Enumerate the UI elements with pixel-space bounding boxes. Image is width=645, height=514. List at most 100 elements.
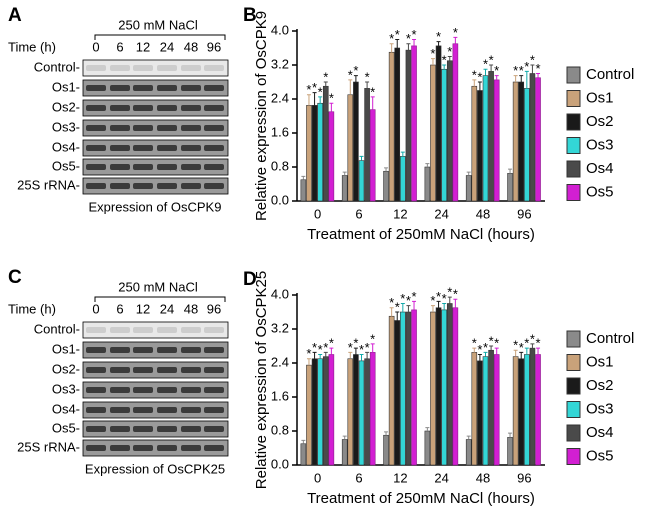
blot-band [110,426,130,432]
blot-band [110,347,130,353]
blot-band [157,327,177,333]
error-bar [536,347,541,355]
blot-band [133,407,153,413]
significance-mark: * [472,336,477,351]
error-bar [436,41,441,46]
blot-band [133,445,153,451]
x-axis-label: Treatment of 250mM NaCl (hours) [307,226,535,243]
significance-mark: * [536,336,541,351]
error-bar [425,163,430,167]
blot-band [181,445,201,451]
error-bar [370,343,375,353]
significance-mark: * [389,295,394,310]
blot-strip [82,139,229,157]
error-bar [466,435,471,440]
bar [524,88,530,202]
x-tick-label: 0 [314,206,321,221]
blot-band [181,347,201,353]
row-label: Os4- [52,139,80,154]
error-bar [483,351,488,357]
bar [364,358,370,466]
legend-swatch [566,448,581,465]
y-tick-label: 0.8 [271,422,289,437]
significance-mark: * [329,336,334,351]
bar [405,311,412,466]
bar [400,156,406,202]
x-tick-label: 48 [476,470,490,485]
blot-band [204,387,224,393]
error-bar [318,354,323,359]
blot-band [86,387,106,393]
x-tick-label: 96 [517,470,531,485]
bar [493,79,500,202]
bar [482,356,489,466]
x-tick-label: 6 [355,206,362,221]
bar [477,360,483,466]
error-bar [494,75,499,80]
time-value: 96 [207,301,221,316]
blot-band [157,183,177,189]
blot-band [110,145,130,151]
bar [388,51,395,202]
panel-letter: B [243,5,257,26]
bar [430,64,436,202]
bar [388,315,395,466]
y-tick-label: 3.2 [271,56,289,71]
legend-label: Os5 [586,447,614,464]
significance-mark: * [359,342,364,357]
legend-label: Control [586,330,634,347]
legend-label: Os1 [586,353,614,370]
error-bar [430,58,435,65]
y-tick-label: 4.0 [271,22,289,37]
blot-band [86,407,106,413]
error-bar [370,96,375,110]
blot-band [110,164,130,170]
error-bar [472,79,477,87]
treatment-label: 250 mM NaCl [118,17,198,32]
y-tick-label: 2.4 [271,354,289,369]
legend-label: Os4 [586,160,614,177]
error-bar [494,347,499,355]
bar [322,85,329,202]
legend-swatch [566,184,581,201]
significance-mark: * [483,340,488,355]
significance-mark: * [370,84,375,99]
bar [488,349,494,466]
treatment-label: 250 mM NaCl [118,279,198,294]
error-bar [524,347,529,355]
blot-band [86,347,106,353]
bar [471,352,478,466]
bar [317,358,323,466]
significance-mark: * [329,91,334,106]
significance-mark: * [472,67,477,82]
bar [306,105,312,202]
bar [353,354,359,466]
x-tick-label: 0 [314,470,321,485]
blot-band [181,426,201,432]
blot-strip [82,158,229,176]
legend-swatch [566,401,581,418]
blot-band [86,367,106,373]
bar [400,311,406,466]
significance-mark: * [306,346,311,361]
significance-mark: * [312,340,317,355]
blot-band [86,105,106,111]
legend-swatch [566,354,581,371]
significance-mark: * [365,340,370,355]
error-bar [353,347,358,355]
significance-mark: * [348,340,353,355]
blot-band [204,85,224,91]
blot-band [157,426,177,432]
significance-mark: * [489,52,494,67]
blot-band [204,327,224,333]
blot-band [133,145,153,151]
significance-mark: * [312,80,317,95]
legend-label: Os2 [586,113,614,130]
significance-mark: * [412,27,417,42]
bar [405,49,412,202]
row-label: Os4- [52,401,80,416]
time-value: 6 [116,39,123,54]
bar [452,43,459,202]
error-bar [365,81,370,89]
blot-strip [82,119,229,137]
